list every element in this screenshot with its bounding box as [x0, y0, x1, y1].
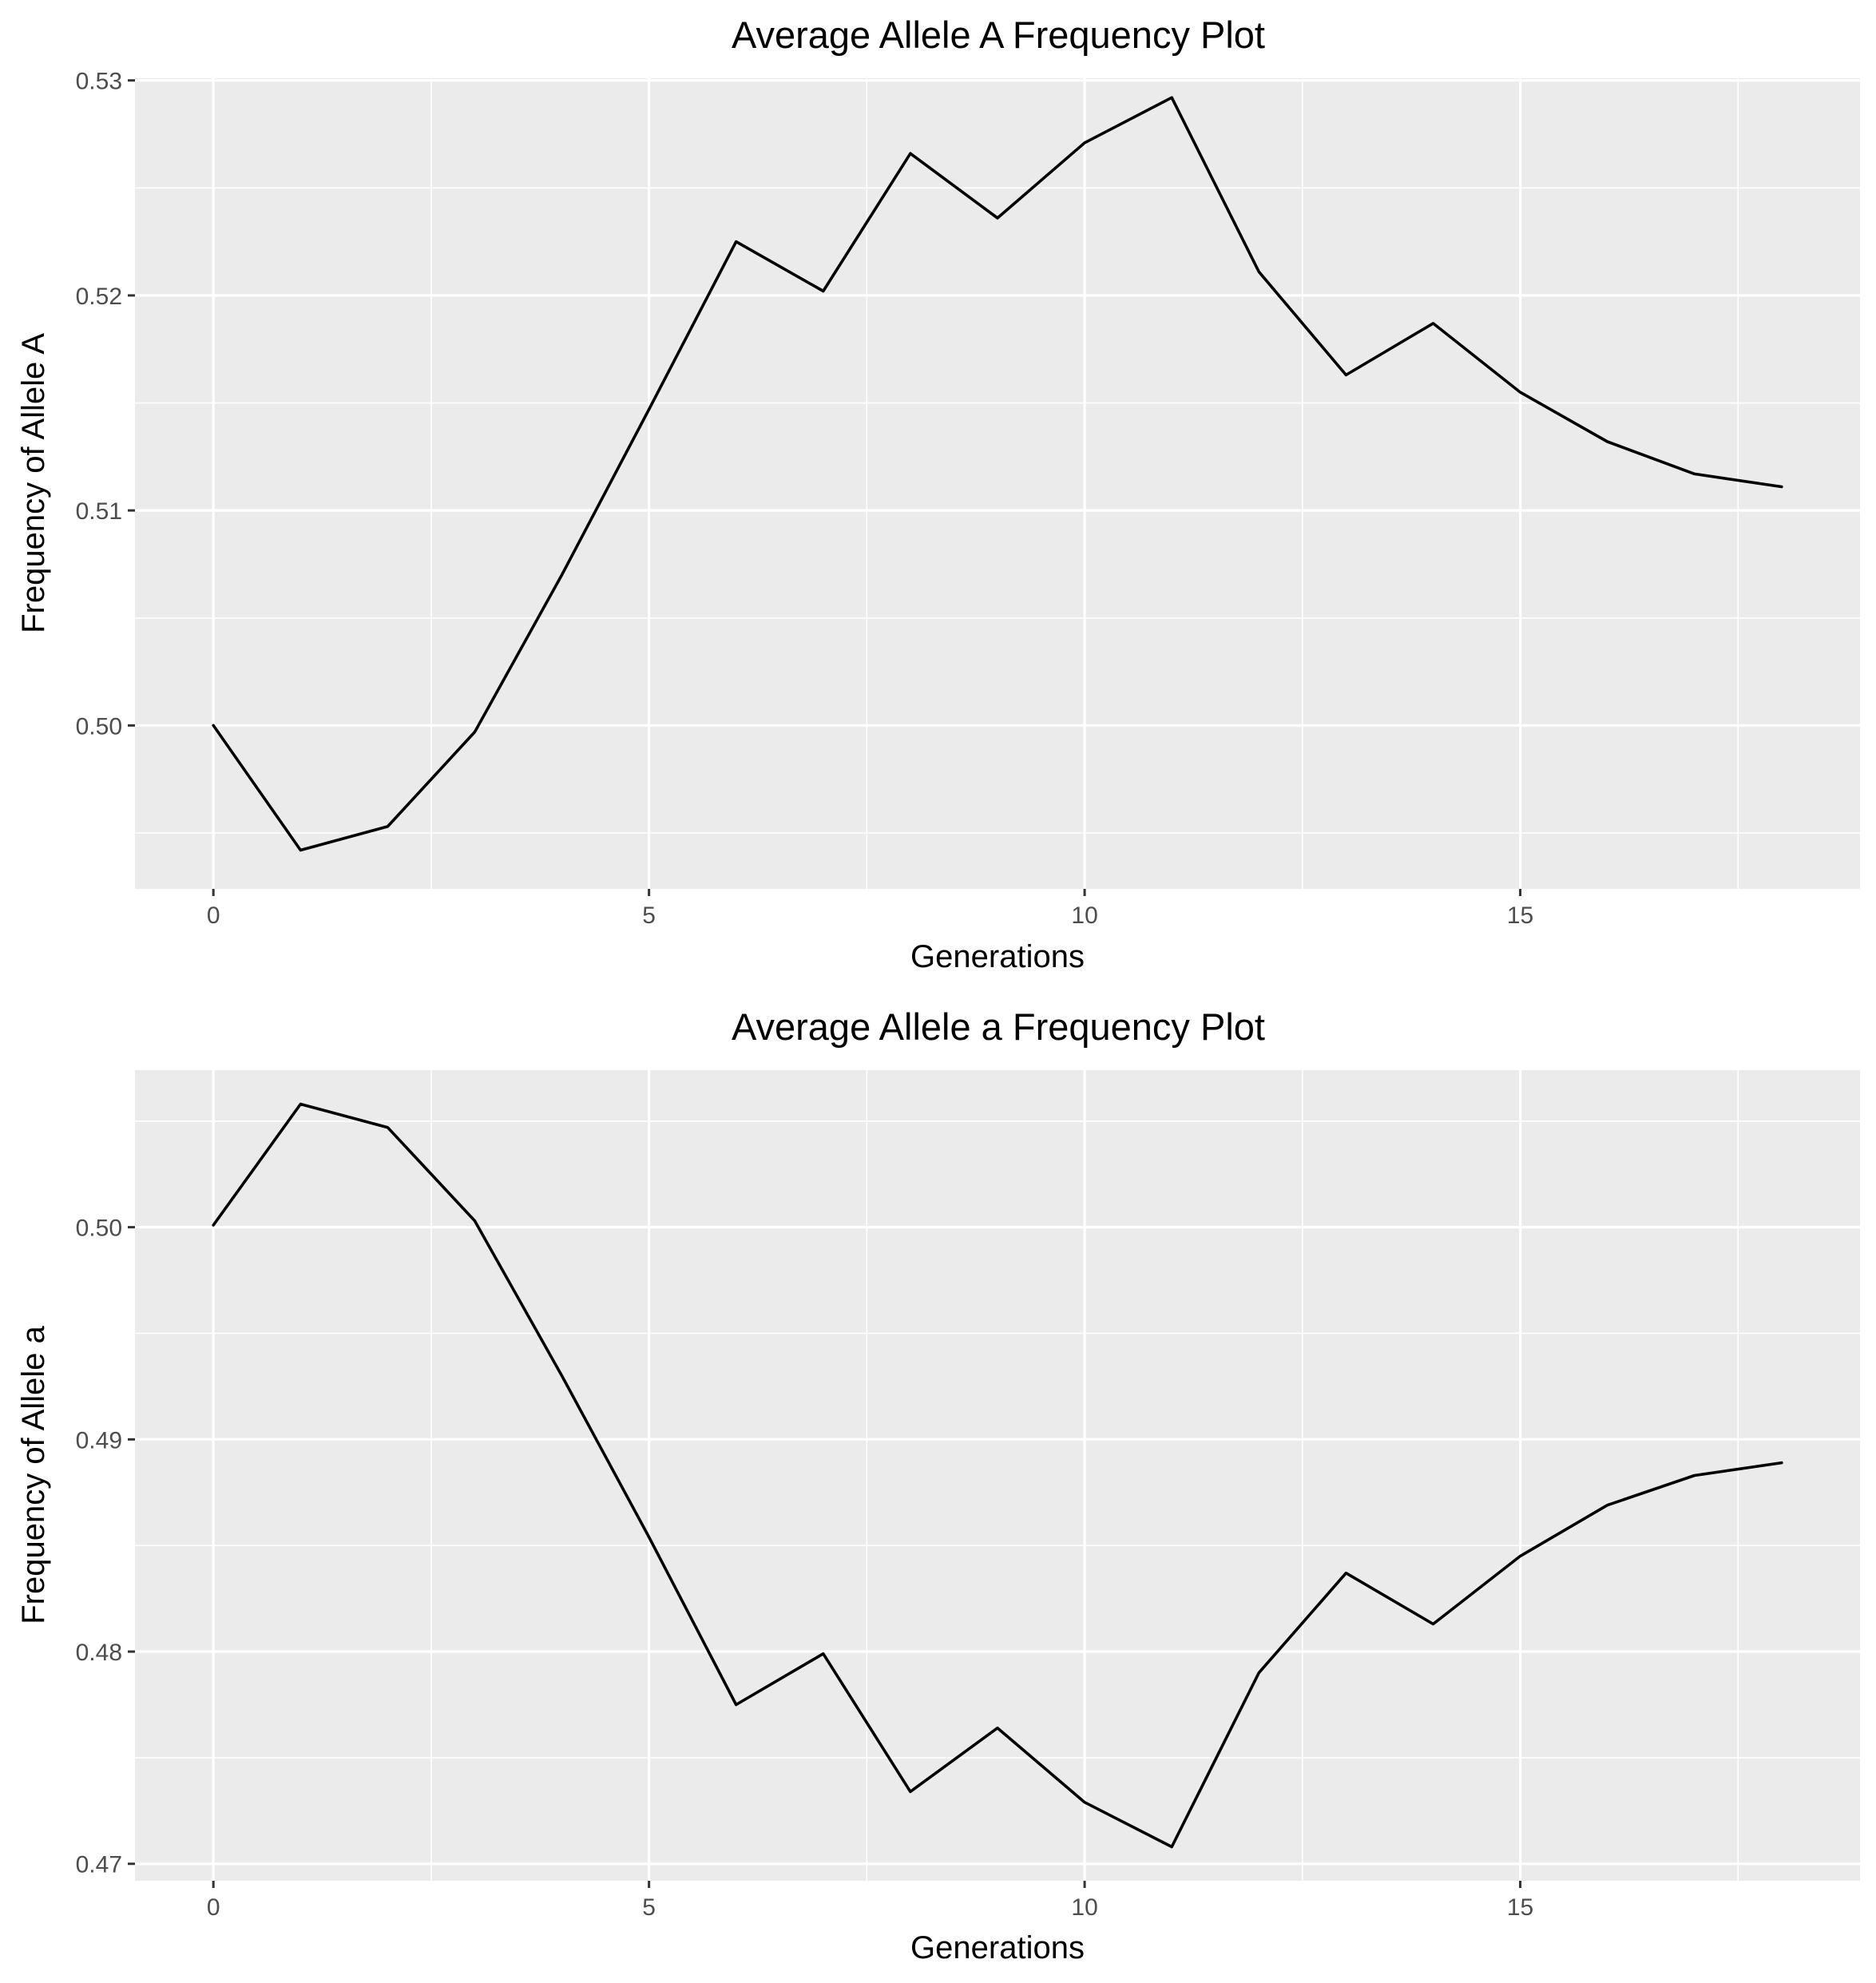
y-tick-label: 0.48 — [76, 1640, 122, 1666]
grid-lines — [135, 78, 1860, 889]
y-tick-label: 0.51 — [76, 498, 122, 525]
frequency-line — [212, 1102, 1783, 1849]
series — [212, 1102, 1783, 1849]
grid-lines — [135, 1070, 1860, 1881]
frequency-line — [212, 96, 1783, 852]
x-tick-label: 5 — [642, 902, 656, 929]
y-axis-title: Frequency of Allele a — [16, 1325, 51, 1624]
series — [212, 96, 1783, 852]
y-tick-label: 0.49 — [76, 1427, 122, 1454]
x-axis-title: Generations — [910, 939, 1085, 974]
axis-ticks: 0 5 10 15 0.50 0.51 0.52 0.53 — [76, 69, 1534, 929]
chart-title: Average Allele a Frequency Plot — [732, 1005, 1265, 1048]
y-tick-label: 0.47 — [76, 1852, 122, 1878]
plot-panel — [135, 78, 1860, 889]
x-axis-title: Generations — [910, 1930, 1085, 1965]
plot-panel — [135, 1070, 1860, 1881]
x-tick-label: 15 — [1507, 902, 1533, 929]
allele-a-chart: Average Allele a Frequency Plot 0 5 10 15 0.… — [16, 1005, 1860, 1965]
allele-A-chart: Average Allele A Frequency Plot 0 5 10 15 0.… — [16, 14, 1860, 974]
x-tick-label: 0 — [207, 902, 220, 929]
x-tick-label: 10 — [1071, 1894, 1097, 1921]
x-tick-label: 0 — [207, 1894, 220, 1921]
y-tick-label: 0.52 — [76, 284, 122, 310]
x-tick-label: 10 — [1071, 902, 1097, 929]
chart-title: Average Allele A Frequency Plot — [732, 14, 1265, 56]
y-tick-label: 0.50 — [76, 1216, 122, 1242]
y-axis-title: Frequency of Allele A — [16, 333, 51, 633]
x-tick-label: 5 — [642, 1894, 656, 1921]
x-tick-label: 15 — [1507, 1894, 1533, 1921]
y-tick-label: 0.50 — [76, 713, 122, 740]
axis-ticks: 0 5 10 15 0.47 0.48 0.49 0.50 — [76, 1216, 1534, 1921]
y-tick-label: 0.53 — [76, 69, 122, 95]
